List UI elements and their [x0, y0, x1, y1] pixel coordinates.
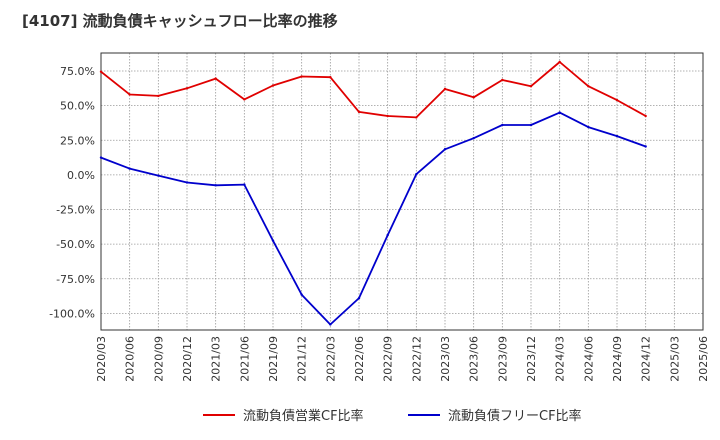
data-point	[157, 174, 160, 177]
series-line-2	[100, 111, 647, 326]
x-tick-label: 2020/12	[181, 336, 194, 382]
data-point	[271, 84, 275, 87]
data-point	[99, 70, 103, 73]
y-tick-label: -75.0%	[56, 273, 95, 286]
x-tick-label: 2023/12	[525, 336, 538, 382]
x-tick-label: 2021/09	[267, 336, 280, 382]
x-tick-label: 2020/06	[124, 336, 137, 382]
data-point	[386, 233, 389, 237]
x-tick-label: 2022/12	[410, 336, 423, 382]
data-point	[128, 167, 131, 170]
y-tick-label: -100.0%	[49, 307, 95, 320]
x-tick-label: 2025/06	[697, 336, 710, 382]
data-point	[615, 134, 619, 138]
data-point	[472, 96, 475, 99]
x-tick-label: 2023/09	[496, 336, 509, 382]
data-point	[529, 123, 533, 127]
data-point	[415, 116, 418, 119]
data-point	[185, 181, 189, 184]
data-point	[243, 183, 246, 186]
x-tick-label: 2020/03	[95, 336, 108, 382]
data-point	[615, 98, 619, 102]
data-point	[587, 125, 590, 129]
data-point	[214, 77, 217, 80]
x-tick-label: 2024/09	[611, 336, 624, 382]
data-point	[185, 87, 189, 90]
series-line-1	[100, 61, 647, 119]
data-point	[128, 93, 131, 96]
data-point	[415, 172, 418, 176]
legend-label-1: 流動負債営業CF比率	[243, 408, 364, 424]
x-tick-label: 2021/03	[210, 336, 223, 382]
x-tick-label: 2022/09	[382, 336, 395, 382]
data-point	[329, 76, 332, 79]
data-point	[386, 114, 389, 118]
chart-title: [4107] 流動負債キャッシュフロー比率の推移	[22, 12, 338, 30]
data-point	[501, 123, 504, 127]
x-tick-label: 2021/12	[296, 336, 309, 382]
data-point	[99, 156, 103, 159]
x-tick-label: 2024/12	[640, 336, 653, 382]
x-tick-label: 2022/03	[324, 336, 337, 382]
data-point	[443, 87, 447, 91]
y-tick-label: 25.0%	[60, 134, 95, 147]
data-point	[214, 184, 217, 187]
data-point	[558, 60, 561, 64]
data-point	[587, 85, 590, 88]
y-tick-label: 50.0%	[60, 100, 95, 113]
data-point	[300, 75, 303, 78]
data-point	[644, 114, 647, 118]
data-point	[243, 98, 246, 101]
data-point	[443, 148, 447, 151]
x-tick-label: 2023/06	[468, 336, 481, 382]
data-point	[357, 110, 361, 114]
data-point	[472, 136, 475, 140]
data-point	[157, 94, 160, 98]
data-point	[644, 145, 647, 148]
y-tick-label: 0.0%	[67, 169, 95, 182]
x-tick-label: 2025/03	[668, 336, 681, 382]
data-point	[329, 323, 332, 326]
data-point	[558, 111, 561, 114]
y-tick-label: -50.0%	[56, 238, 95, 251]
x-tick-label: 2024/03	[554, 336, 567, 382]
y-tick-label: 75.0%	[60, 65, 95, 78]
legend-label-2: 流動負債フリーCF比率	[448, 408, 582, 424]
plot-border	[100, 52, 704, 331]
data-point	[271, 239, 275, 242]
y-tick-label: -25.0%	[56, 204, 95, 217]
data-point	[529, 85, 533, 88]
x-tick-label: 2023/03	[439, 336, 452, 382]
x-tick-label: 2020/09	[152, 336, 165, 382]
x-tick-label: 2022/06	[353, 336, 366, 382]
data-point	[357, 296, 361, 300]
plot-area	[101, 53, 703, 330]
x-tick-label: 2024/06	[582, 336, 595, 382]
data-point	[501, 78, 504, 82]
x-tick-label: 2021/06	[238, 336, 251, 382]
data-point	[300, 293, 303, 296]
